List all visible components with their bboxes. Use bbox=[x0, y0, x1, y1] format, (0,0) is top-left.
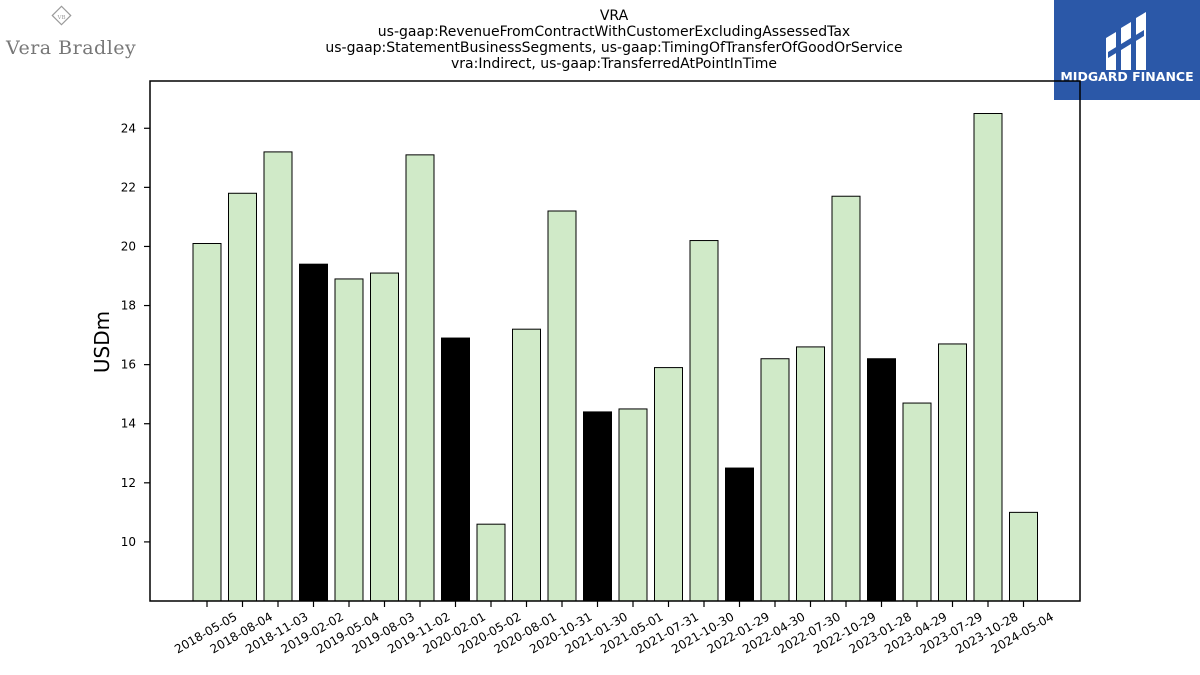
bar-2019-05-04 bbox=[334, 278, 364, 602]
bars-group bbox=[192, 113, 1038, 602]
title-line-1: VRA bbox=[600, 8, 629, 24]
bar-2019-11-02 bbox=[405, 154, 435, 602]
title-line-4: vra:Indirect, us-gaap:TransferredAtPoint… bbox=[451, 56, 777, 72]
midgard-logo-text: MIDGARD FINANCE bbox=[1060, 69, 1193, 84]
title-line-2: us-gaap:RevenueFromContractWithCustomerE… bbox=[378, 24, 850, 40]
plot-frame bbox=[149, 80, 1081, 602]
bar-2023-07-29 bbox=[938, 343, 967, 602]
bar-2022-04-30 bbox=[760, 358, 790, 602]
y-tick-label: 14 bbox=[121, 417, 136, 431]
midgard-mark-icon bbox=[1106, 12, 1146, 70]
bar-2018-08-04 bbox=[228, 192, 257, 602]
y-axis: 10 12 14 16 18 20 22 24 bbox=[121, 121, 150, 549]
title-line-3: us-gaap:StatementBusinessSegments, us-ga… bbox=[325, 40, 902, 56]
bar-2020-08-01 bbox=[512, 328, 541, 602]
y-tick-label: 12 bbox=[121, 476, 136, 490]
y-tick-label: 10 bbox=[121, 535, 136, 549]
y-axis-label: USDm bbox=[90, 311, 114, 373]
bar-2020-05-02 bbox=[476, 523, 506, 602]
bar-2018-11-03 bbox=[263, 151, 293, 602]
bar-2023-01-28 bbox=[867, 358, 896, 602]
bar-2021-01-30 bbox=[583, 411, 612, 602]
logo-monogram: VB bbox=[56, 15, 65, 21]
y-tick-label: 16 bbox=[121, 358, 136, 372]
bar-2022-10-29 bbox=[831, 195, 861, 602]
vera-bradley-logo-text: Vera Bradley bbox=[5, 37, 136, 59]
midgard-finance-logo: MIDGARD FINANCE bbox=[1054, 0, 1200, 100]
vera-bradley-logo: VB Vera Bradley bbox=[5, 5, 136, 59]
y-tick-label: 22 bbox=[121, 180, 136, 194]
bar-2022-07-30 bbox=[796, 346, 825, 602]
bar-2021-10-30 bbox=[689, 240, 719, 602]
bar-2020-02-01 bbox=[441, 337, 470, 602]
bar-2019-08-03 bbox=[370, 272, 399, 602]
diamond-monogram-icon: VB bbox=[51, 5, 72, 26]
bar-2022-01-29 bbox=[725, 467, 754, 602]
bar-2018-05-05 bbox=[192, 243, 222, 602]
bar-2021-05-01 bbox=[618, 408, 648, 602]
bar-2024-05-04 bbox=[1009, 511, 1038, 602]
bar-2023-10-28 bbox=[973, 113, 1003, 602]
bar-2021-07-31 bbox=[654, 367, 683, 602]
chart-title: VRA us-gaap:RevenueFromContractWithCusto… bbox=[325, 8, 902, 72]
bar-2019-02-02 bbox=[299, 263, 328, 602]
x-axis: 2018-05-052018-08-042018-11-032019-02-02… bbox=[172, 601, 1056, 656]
y-tick-label: 20 bbox=[121, 239, 136, 253]
y-tick-label: 24 bbox=[121, 121, 136, 135]
bar-2020-10-31 bbox=[547, 210, 577, 602]
y-tick-label: 18 bbox=[121, 299, 136, 313]
bar-2023-04-29 bbox=[902, 402, 932, 602]
